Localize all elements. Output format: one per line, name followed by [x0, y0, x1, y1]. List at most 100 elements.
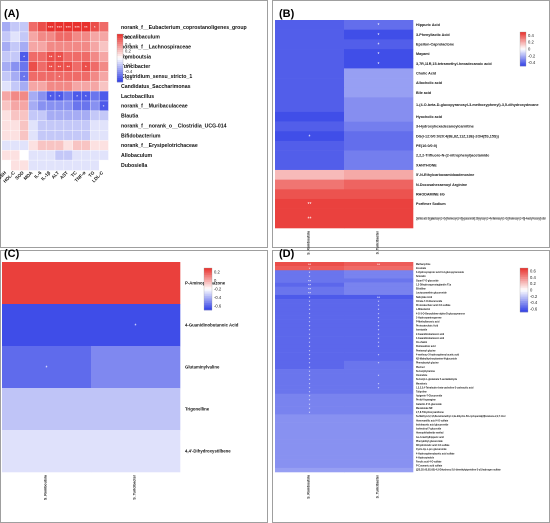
- legend-swatch: [520, 291, 528, 294]
- row-label: Methacycline: [416, 263, 431, 266]
- legend-swatch: [520, 273, 528, 276]
- heatmap-cell: [81, 81, 91, 92]
- row-label: 4-O-3-O-Benzylidene-alpha-D-glucopyranos…: [416, 312, 466, 315]
- legend-swatch: [520, 297, 528, 300]
- heatmap-cell: [275, 443, 345, 448]
- significance-mark: ***: [66, 25, 72, 30]
- heatmap-cell: [10, 22, 20, 33]
- heatmap-cell: [275, 131, 345, 142]
- significance-mark: *: [309, 134, 311, 140]
- heatmap-cell: [344, 278, 414, 283]
- heatmap-cell: [275, 348, 345, 353]
- heatmap-cell: [275, 332, 345, 337]
- heatmap-cell: [275, 179, 345, 190]
- heatmap-cell: [275, 356, 345, 362]
- heatmap-cell: [81, 91, 91, 102]
- heatmap-cell: [344, 266, 414, 271]
- heatmap-cell: [55, 91, 65, 102]
- heatmap-cell: [81, 51, 91, 62]
- legend-swatch: [117, 80, 123, 83]
- heatmap-cell: [91, 262, 181, 305]
- heatmap-cell: [63, 110, 73, 121]
- column-label: IL-1β: [40, 170, 51, 181]
- legend-swatch: [204, 278, 212, 281]
- legend-swatch: [520, 54, 526, 57]
- heatmap-cell: [10, 61, 20, 72]
- heatmap-cell: [46, 41, 56, 52]
- heatmap-cell: [72, 51, 82, 62]
- legend-swatch: [520, 51, 526, 54]
- legend-swatch: [520, 39, 526, 41]
- color-legend: [116, 33, 124, 83]
- heatmap-cell: [91, 430, 181, 473]
- significance-mark: *: [378, 33, 380, 39]
- heatmap-cell: [81, 71, 91, 82]
- panel-frame: [0, 0, 268, 248]
- row-label: Dihydroferulic acid 4-O-sulfate: [416, 444, 450, 447]
- heatmap-cell: [2, 91, 12, 102]
- heatmap-cell: [344, 336, 414, 341]
- heatmap-cell: [81, 140, 91, 151]
- heatmap-cell: [275, 282, 345, 288]
- heatmap-cell: [344, 78, 414, 89]
- row-label: 5a-Methyl-2,2,4,6,8a-tetramethyl-1,4a-di…: [416, 415, 506, 418]
- heatmap-cell: [46, 22, 56, 33]
- heatmap-cell: [46, 150, 56, 161]
- heatmap-cell: [344, 97, 414, 113]
- legend-swatch: [520, 41, 526, 44]
- heatmap-cell: [275, 111, 345, 122]
- heatmap-cell: [275, 426, 345, 432]
- heatmap-cell: [275, 20, 345, 30]
- heatmap-cell: [344, 422, 414, 428]
- panel-label: (B): [279, 8, 295, 20]
- heatmap-cell: [275, 294, 345, 300]
- significance-mark: *: [23, 74, 25, 79]
- heatmap-cell: [2, 130, 12, 141]
- row-label: Cholic Acid: [416, 72, 437, 76]
- significance-mark: *: [85, 64, 87, 69]
- legend-swatch: [117, 74, 123, 77]
- heatmap-cell: [2, 100, 12, 112]
- significance-mark: *: [309, 381, 311, 386]
- heatmap-cell: [344, 307, 414, 312]
- row-label: Guanl-7-O-glucoside: [416, 280, 439, 282]
- row-label: 4-Guanidinobutanoic Acid: [185, 323, 239, 328]
- legend-swatch: [520, 53, 526, 55]
- heatmap-cell: [344, 150, 414, 161]
- row-label: Lactucaxanthin glucuronide: [416, 292, 447, 295]
- significance-mark: *: [309, 377, 311, 382]
- significance-mark: *: [309, 373, 311, 378]
- heatmap-cell: [2, 51, 12, 62]
- heatmap-cell: [344, 299, 414, 304]
- legend-tick-label: -0.2: [528, 53, 536, 58]
- column-label: SOD: [14, 170, 25, 181]
- color-legend: [519, 267, 529, 313]
- legend-tick-label: 0.2: [214, 270, 220, 275]
- heatmap-cell: [37, 140, 47, 151]
- legend-swatch: [204, 271, 212, 274]
- row-label: 5'-N-Ethylcarboxamidoadenosine: [416, 173, 474, 177]
- panel-label: (A): [4, 8, 20, 20]
- legend-swatch: [520, 302, 528, 305]
- legend-tick-label: -0.6: [530, 306, 538, 311]
- legend-tick-label: -0.4: [125, 69, 133, 74]
- heatmap-cell: [99, 110, 109, 121]
- row-label: Turicibacter: [121, 64, 150, 70]
- heatmap-cell: [275, 467, 345, 473]
- significance-mark: *: [85, 94, 87, 99]
- legend-swatch: [117, 34, 123, 37]
- heatmap-cell: [72, 61, 82, 72]
- significance-mark: *: [309, 311, 311, 316]
- heatmap-cell: [275, 39, 345, 50]
- heatmap-cell: [344, 274, 414, 279]
- heatmap-cell: [344, 20, 414, 30]
- row-label: XANTHONE: [416, 163, 437, 167]
- heatmap-panel-d: (D)** ***********************************…: [272, 248, 550, 523]
- legend-swatch: [204, 289, 212, 292]
- heatmap-cell: [28, 100, 38, 112]
- legend-swatch: [117, 60, 123, 63]
- heatmap-cell: [275, 422, 345, 428]
- heatmap-cell: [90, 91, 100, 102]
- heatmap-cell: [81, 100, 91, 112]
- heatmap-cell: [275, 208, 345, 229]
